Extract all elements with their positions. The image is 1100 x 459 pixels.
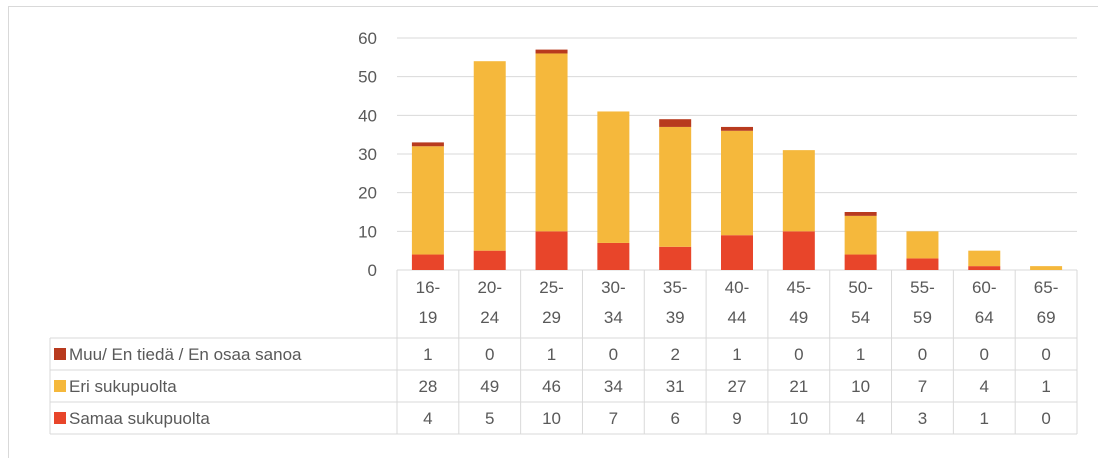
category-label-line2: 34 [604, 308, 623, 327]
bar-segment [535, 231, 568, 270]
bar-segment [411, 146, 444, 255]
table-cell-value: 1 [980, 409, 989, 428]
legend-swatch [54, 412, 66, 424]
category-label-line1: 55- [910, 278, 935, 297]
series-label: Muu/ En tiedä / En osaa sanoa [69, 345, 302, 364]
table-cell-value: 4 [423, 409, 432, 428]
y-tick-label: 30 [358, 145, 377, 164]
table-cell-value: 28 [418, 377, 437, 396]
table-cell-value: 0 [1041, 409, 1050, 428]
y-tick-label: 60 [358, 29, 377, 48]
bar-segment [1030, 266, 1063, 270]
y-tick-label: 50 [358, 68, 377, 87]
category-label-line1: 25- [539, 278, 564, 297]
bar-segment [473, 250, 506, 270]
category-label-line2: 54 [851, 308, 870, 327]
table-cell-value: 6 [670, 409, 679, 428]
category-label-line2: 59 [913, 308, 932, 327]
table-cell-value: 0 [485, 345, 494, 364]
chart-frame [8, 6, 1098, 458]
table-cell-value: 3 [918, 409, 927, 428]
category-label-line2: 39 [666, 308, 685, 327]
table-cell-value: 31 [666, 377, 685, 396]
table-cell-value: 2 [670, 345, 679, 364]
category-label-line2: 69 [1037, 308, 1056, 327]
category-label-line1: 60- [972, 278, 997, 297]
table-cell-value: 34 [604, 377, 623, 396]
category-label-line2: 29 [542, 308, 561, 327]
bar-segment [844, 212, 877, 216]
y-tick-label: 10 [358, 222, 377, 241]
table-cell-value: 4 [856, 409, 865, 428]
table-cell-value: 10 [851, 377, 870, 396]
category-label-line1: 40- [725, 278, 750, 297]
bar-segment [844, 215, 877, 255]
table-cell-value: 1 [547, 345, 556, 364]
table-cell-value: 0 [980, 345, 989, 364]
y-tick-label: 40 [358, 106, 377, 125]
table-cell-value: 7 [609, 409, 618, 428]
category-label-line1: 16- [416, 278, 441, 297]
bar-segment [411, 142, 444, 147]
bar-segment [721, 126, 753, 131]
bar-segment [721, 235, 753, 270]
bar-segment [535, 49, 568, 54]
table-cell-value: 1 [423, 345, 432, 364]
table-cell-value: 0 [794, 345, 803, 364]
bar-segment [968, 250, 1001, 267]
table-cell-value: 10 [542, 409, 561, 428]
category-label-line1: 45- [787, 278, 812, 297]
bar-segment [659, 126, 692, 247]
bar-segment [782, 150, 815, 232]
bar-segment [844, 254, 877, 270]
bar-segment [597, 111, 630, 243]
category-label-line2: 64 [975, 308, 994, 327]
bar-segment [906, 231, 939, 259]
series-label: Samaa sukupuolta [69, 409, 210, 428]
table-cell-value: 27 [728, 377, 747, 396]
table-cell-value: 46 [542, 377, 561, 396]
table-cell-value: 7 [918, 377, 927, 396]
bar-segment [411, 254, 444, 270]
category-label-line2: 49 [789, 308, 808, 327]
bar-segment [473, 61, 506, 251]
bar-segment [782, 231, 815, 270]
category-label-line2: 19 [418, 308, 437, 327]
bar-segment [597, 242, 630, 270]
bar-segment [721, 130, 753, 236]
category-label-line2: 44 [728, 308, 747, 327]
bar-segment [659, 246, 692, 270]
category-label-line1: 50- [848, 278, 873, 297]
table-cell-value: 9 [732, 409, 741, 428]
table-cell-value: 1 [1041, 377, 1050, 396]
table-cell-value: 49 [480, 377, 499, 396]
table-cell-value: 5 [485, 409, 494, 428]
table-cell-value: 0 [1041, 345, 1050, 364]
category-label-line1: 35- [663, 278, 688, 297]
table-cell-value: 1 [856, 345, 865, 364]
table-cell-value: 10 [789, 409, 808, 428]
legend-swatch [54, 348, 66, 360]
table-cell-value: 0 [609, 345, 618, 364]
table-cell-value: 4 [980, 377, 989, 396]
category-label-line1: 30- [601, 278, 626, 297]
bar-segment [535, 53, 568, 232]
category-label-line2: 24 [480, 308, 499, 327]
bar-segment [906, 258, 939, 270]
legend-swatch [54, 380, 66, 392]
y-tick-label: 20 [358, 184, 377, 203]
series-label: Eri sukupuolta [69, 377, 177, 396]
category-label-line1: 20- [477, 278, 502, 297]
y-tick-label: 0 [368, 261, 377, 280]
bar-segment [968, 266, 1001, 270]
table-cell-value: 1 [732, 345, 741, 364]
category-label-line1: 65- [1034, 278, 1059, 297]
table-cell-value: 0 [918, 345, 927, 364]
table-cell-value: 21 [789, 377, 808, 396]
bar-segment [659, 119, 692, 127]
